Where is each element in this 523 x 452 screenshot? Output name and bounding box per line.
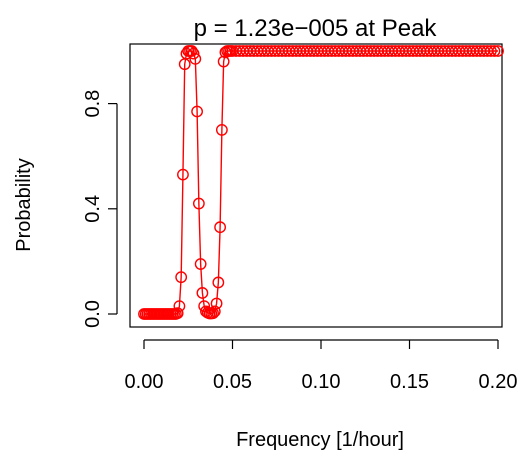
data-point [208,305,221,318]
plot-frame [129,43,503,328]
data-point [173,300,186,313]
data-point [171,307,184,320]
series-layer [138,45,504,320]
y-axis-label: Probability [13,158,35,251]
x-axis: 0.00 0.05 0.10 0.15 0.20 [125,339,518,393]
data-point [485,45,497,57]
data-point [214,221,227,234]
x-tick-label: 0.00 [125,371,164,393]
y-tick-label: 0.0 [82,300,104,328]
data-point [175,271,188,284]
data-point [177,168,189,181]
y-tick-label: 0.4 [82,195,104,223]
x-tick-label: 0.10 [302,371,341,393]
y-tick-label: 0.8 [82,90,104,118]
x-tick-label: 0.15 [390,371,429,393]
data-point [187,47,200,60]
data-point [192,197,205,210]
data-point [194,258,207,270]
data-point [217,55,230,68]
x-axis-label: Frequency [1/hour] [236,429,404,451]
data-point [488,45,501,57]
series-line [144,50,498,315]
x-tick-label: 0.05 [213,371,252,393]
chart-title: p = 1.23e−005 at Peak [194,15,438,42]
y-axis: 0.0 0.4 0.8 [82,90,118,328]
data-point [185,45,198,57]
data-point [215,123,228,136]
data-point [189,52,202,65]
data-point [492,45,504,57]
data-point [210,297,223,310]
data-point [212,276,225,289]
x-tick-label: 0.20 [479,371,518,393]
data-point [196,287,209,299]
data-point [191,105,204,118]
